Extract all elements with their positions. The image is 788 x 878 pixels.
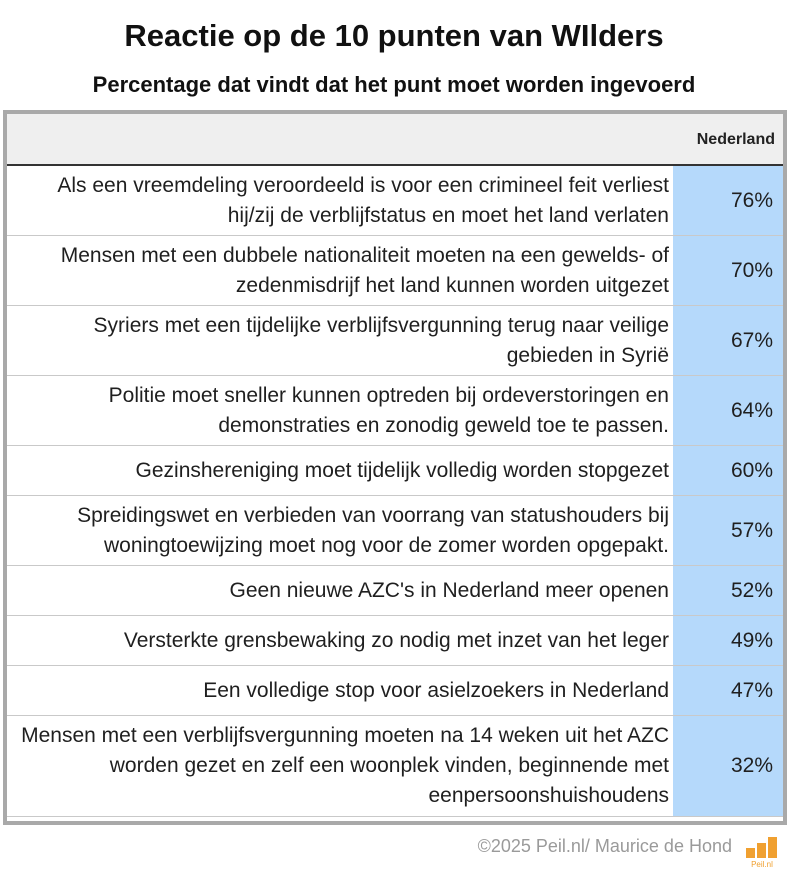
column-header-nederland: Nederland (696, 131, 775, 148)
table-row: Spreidingswet en verbieden van voorrang … (7, 496, 783, 566)
row-label: Spreidingswet en verbieden van voorrang … (77, 503, 669, 557)
value-cell: 52% (673, 566, 783, 615)
row-label: Versterkte grensbewaking zo nodig met in… (123, 628, 669, 652)
value-cell: 47% (673, 666, 783, 715)
row-label: Gezinshereniging moet tijdelijk volledig… (135, 458, 669, 482)
row-label: Syriers met een tijdelijke verblijfsverg… (93, 313, 669, 367)
logo-text: Peil.nl (751, 860, 773, 868)
table-row: Mensen met een verblijfsvergunning moete… (7, 716, 783, 817)
table-row: Mensen met een dubbele nationaliteit moe… (7, 236, 783, 306)
table-row: Een volledige stop voor asielzoekers in … (7, 666, 783, 716)
value-cell: 32% (673, 716, 783, 816)
table-row: Geen nieuwe AZC's in Nederland meer open… (7, 566, 783, 616)
value-label: 60% (730, 458, 773, 482)
row-label: Een volledige stop voor asielzoekers in … (203, 678, 669, 702)
value-label: 47% (730, 678, 773, 702)
table-row: Politie moet sneller kunnen optreden bij… (7, 376, 783, 446)
row-label: Mensen met een dubbele nationaliteit moe… (60, 243, 669, 297)
value-cell: 60% (673, 446, 783, 495)
value-cell: 64% (673, 376, 783, 445)
results-table: Nederland Als een vreemdeling veroordeel… (3, 110, 787, 825)
value-label: 76% (730, 188, 773, 212)
value-cell: 49% (673, 616, 783, 665)
chart-subtitle: Percentage dat vindt dat het punt moet w… (92, 72, 696, 97)
value-label: 57% (730, 518, 773, 542)
value-label: 64% (730, 398, 773, 422)
copyright-credit: ©2025 Peil.nl/ Maurice de Hond (477, 836, 732, 856)
peil-logo-icon: Peil.nl (746, 837, 777, 868)
row-label: Als een vreemdeling veroordeeld is voor … (57, 173, 669, 227)
row-label: Geen nieuwe AZC's in Nederland meer open… (229, 578, 669, 602)
value-cell: 70% (673, 236, 783, 305)
row-label: Mensen met een verblijfsvergunning moete… (21, 724, 669, 807)
value-label: 52% (730, 578, 773, 602)
value-cell: 76% (673, 166, 783, 235)
row-label: Politie moet sneller kunnen optreden bij… (108, 383, 669, 437)
value-label: 49% (730, 628, 773, 652)
value-cell: 57% (673, 496, 783, 565)
table-row: Syriers met een tijdelijke verblijfsverg… (7, 306, 783, 376)
value-label: 32% (730, 754, 773, 777)
value-cell: 67% (673, 306, 783, 375)
value-label: 70% (730, 258, 773, 282)
table-row: Versterkte grensbewaking zo nodig met in… (7, 616, 783, 666)
value-label: 67% (730, 328, 773, 352)
table-row: Als een vreemdeling veroordeeld is voor … (7, 166, 783, 236)
chart-title: Reactie op de 10 punten van WIlders (124, 18, 664, 53)
table-header-row: Nederland (7, 114, 783, 166)
table-row: Gezinshereniging moet tijdelijk volledig… (7, 446, 783, 496)
